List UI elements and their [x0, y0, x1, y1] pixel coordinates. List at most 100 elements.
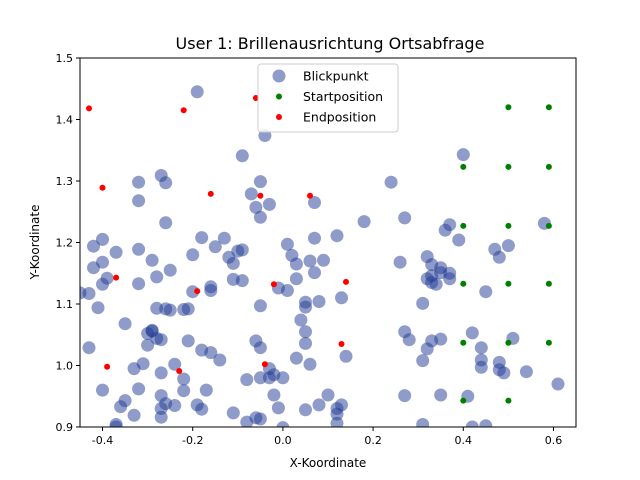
- startposition-point: [545, 163, 552, 170]
- endposition-point: [99, 184, 106, 191]
- startposition-point: [505, 339, 512, 346]
- legend-label-startposition: Startposition: [303, 89, 383, 104]
- blickpunkt-point: [132, 242, 146, 256]
- y-tick-label: 1.1: [56, 298, 74, 311]
- blickpunkt-point: [177, 372, 191, 386]
- blickpunkt-point: [132, 175, 146, 189]
- blickpunkt-point: [240, 373, 254, 387]
- startposition-point: [505, 280, 512, 287]
- blickpunkt-point: [249, 200, 263, 214]
- blickpunkt-point: [91, 301, 105, 315]
- blickpunkt-point: [420, 250, 434, 264]
- x-tick-label: 0.0: [274, 434, 292, 447]
- blickpunkt-point: [177, 384, 191, 398]
- legend-marker-blickpunkt: [272, 69, 286, 83]
- blickpunkt-point: [154, 333, 168, 347]
- blickpunkt-point: [132, 194, 146, 208]
- blickpunkt-point: [335, 398, 348, 412]
- legend-label-blickpunkt: Blickpunkt: [303, 69, 369, 84]
- blickpunkt-point: [253, 412, 267, 426]
- endposition-point: [86, 105, 92, 112]
- startposition-point: [545, 339, 552, 346]
- blickpunkt-point: [150, 301, 164, 315]
- blickpunkt-point: [384, 175, 398, 189]
- plot-area: [80, 85, 565, 427]
- blickpunkt-point: [168, 399, 182, 412]
- x-tick-label: -0.2: [182, 434, 203, 447]
- startposition-point: [460, 163, 467, 170]
- blickpunkt-point: [114, 400, 128, 414]
- startposition-point: [460, 339, 467, 346]
- blickpunkt-point: [434, 332, 448, 346]
- blickpunkt-point: [253, 341, 267, 355]
- blickpunkt-point: [240, 415, 254, 427]
- blickpunkt-point: [501, 239, 515, 253]
- endposition-point: [343, 278, 349, 285]
- blickpunkt-point: [474, 360, 488, 374]
- blickpunkt-point: [276, 371, 290, 385]
- blickpunkt-point: [452, 233, 466, 247]
- blickpunkt-point: [145, 253, 159, 267]
- blickpunkt-point: [199, 383, 213, 397]
- blickpunkt-point: [159, 176, 173, 190]
- blickpunkt-point: [280, 237, 294, 251]
- blickpunkt-point: [96, 232, 109, 246]
- blickpunkt-point: [132, 277, 146, 291]
- startposition-point: [545, 104, 552, 111]
- blickpunkt-point: [456, 148, 470, 162]
- blickpunkt-point: [416, 296, 430, 310]
- blickpunkt-point: [312, 398, 326, 412]
- y-tick-label: 1.2: [56, 237, 74, 250]
- blickpunkt-point: [253, 299, 267, 313]
- blickpunkt-point: [519, 365, 533, 379]
- endposition-point: [207, 190, 214, 197]
- x-tick-label: 0.6: [545, 434, 563, 447]
- startposition-point: [505, 222, 512, 229]
- blickpunkt-point: [321, 388, 335, 402]
- blickpunkt-point: [186, 248, 200, 262]
- startposition-point: [505, 163, 512, 170]
- y-tick-label: 1.4: [56, 114, 74, 127]
- startposition-point: [460, 222, 467, 229]
- blickpunkt-point: [312, 295, 326, 308]
- blickpunkt-point: [308, 266, 321, 280]
- blickpunkt-point: [82, 341, 96, 355]
- x-tick-label: 0.4: [455, 434, 473, 447]
- series-blickpunkt: [80, 85, 565, 427]
- blickpunkt-point: [163, 263, 177, 277]
- blickpunkt-point: [299, 336, 312, 350]
- blickpunkt-point: [253, 210, 267, 224]
- blickpunkt-point: [438, 223, 452, 237]
- endposition-point: [194, 288, 201, 295]
- endposition-point: [270, 281, 277, 288]
- blickpunkt-point: [132, 382, 146, 396]
- blickpunkt-point: [497, 366, 511, 380]
- blickpunkt-point: [118, 317, 132, 331]
- blickpunkt-point: [398, 211, 412, 225]
- x-axis-label: X-Koordinate: [290, 456, 367, 470]
- y-tick-label: 1.3: [56, 175, 74, 188]
- blickpunkt-point: [479, 285, 493, 299]
- endposition-point: [176, 368, 183, 374]
- blickpunkt-point: [154, 410, 168, 424]
- blickpunkt-point: [335, 291, 348, 305]
- blickpunkt-point: [217, 231, 231, 245]
- blickpunkt-point: [100, 271, 114, 285]
- blickpunkt-point: [303, 254, 317, 268]
- blickpunkt-point: [195, 402, 209, 416]
- endposition-point: [180, 107, 187, 114]
- startposition-point: [545, 222, 552, 229]
- blickpunkt-point: [402, 333, 416, 347]
- y-axis-label: Y-Koordinate: [28, 205, 42, 281]
- blickpunkt-point: [267, 388, 281, 402]
- blickpunkt-point: [168, 357, 182, 371]
- chart-title: User 1: Brillenausrichtung Ortsabfrage: [176, 34, 485, 53]
- blickpunkt-point: [308, 196, 321, 209]
- blickpunkt-point: [308, 231, 321, 245]
- blickpunkt-point: [226, 256, 240, 270]
- blickpunkt-point: [317, 253, 330, 267]
- blickpunkt-point: [96, 383, 109, 397]
- legend-box: [257, 63, 399, 133]
- endposition-point: [261, 361, 268, 368]
- blickpunkt-point: [150, 270, 164, 284]
